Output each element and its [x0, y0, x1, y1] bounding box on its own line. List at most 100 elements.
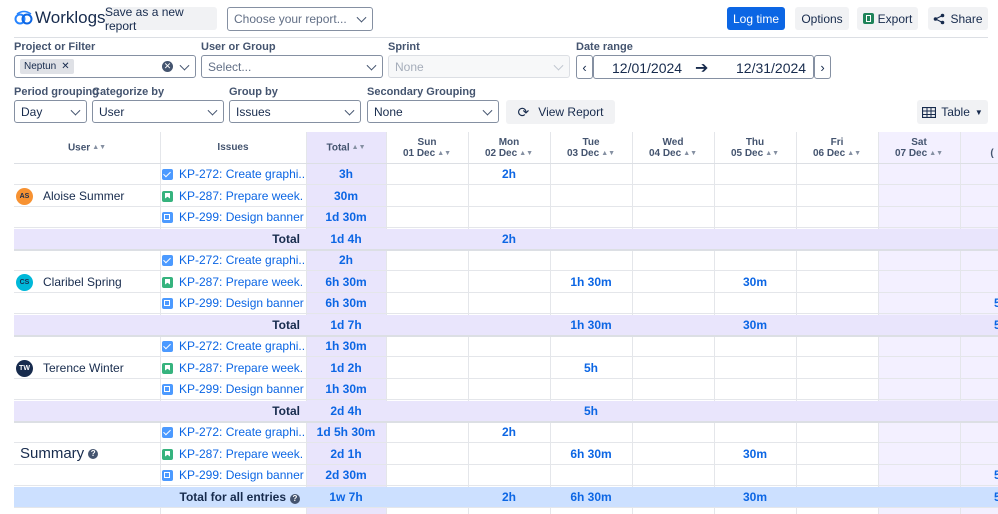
user-group-placeholder: Select... [208, 59, 252, 74]
issue-kp-272-link[interactable]: KP-272: Create graphi... [160, 336, 304, 357]
day-value [878, 444, 960, 465]
user-cell[interactable]: AS Aloise Summer [14, 164, 160, 229]
issue-kp-287-link[interactable]: KP-287: Prepare week... [160, 186, 304, 207]
day-value[interactable]: 2h [501, 231, 516, 246]
day-value [878, 164, 960, 185]
summary-title: Summary? [20, 445, 99, 462]
day-of-week: Thu [745, 137, 765, 148]
user-name: Claribel Spring [43, 275, 122, 290]
issue-label: KP-299: Design banners [179, 296, 304, 310]
day-value[interactable]: 2h [501, 167, 516, 181]
chevron-down-icon [366, 60, 377, 71]
day-value[interactable]: 2h [501, 489, 516, 504]
total-label-text: Total for all entries [179, 489, 286, 504]
day-value[interactable]: 1h 30m [570, 274, 612, 289]
day-column-header[interactable]: Sun 01 Dec ▲▼ [386, 132, 468, 164]
export-button[interactable]: Export [857, 7, 918, 30]
project-filter-select[interactable]: Neptun ✕ ✕ [14, 55, 196, 78]
day-column-header[interactable]: Thu 05 Dec ▲▼ [714, 132, 796, 164]
issue-kp-272-link[interactable]: KP-272: Create graphi... [160, 164, 304, 185]
day-value [714, 336, 796, 357]
day-value[interactable]: 2h [501, 425, 516, 439]
day-date-row: 01 Dec ▲▼ [386, 148, 468, 159]
date-start: 12/01/2024 [612, 60, 683, 76]
day-value [796, 293, 878, 314]
clipped-day-value: 5 [994, 317, 998, 332]
chevron-right-icon: › [820, 59, 825, 75]
categorize-by-select[interactable]: User [92, 100, 224, 123]
task-icon [162, 169, 173, 180]
table-row: KP-272: Create graphi... 1h 30m [14, 336, 998, 357]
issue-kp-299-link[interactable]: KP-299: Design banners [160, 207, 304, 228]
view-report-button[interactable]: ⟳ View Report [506, 100, 615, 124]
user-name: Aloise Summer [43, 189, 125, 204]
row-total-value: 1d 5h 30m [316, 425, 376, 439]
issue-kp-272-link[interactable]: KP-272: Create graphi... [160, 422, 304, 443]
day-date: 03 Dec [566, 148, 600, 160]
app-logo[interactable]: Worklogs [14, 8, 106, 28]
sprint-select: None [388, 55, 570, 78]
row-total-value: 30m [333, 188, 359, 203]
day-value[interactable]: 30m [742, 489, 768, 504]
row-total-value: 2d 30m [325, 468, 367, 482]
issue-kp-299-link[interactable]: KP-299: Design banners [160, 465, 304, 486]
day-column-header[interactable]: Mon 02 Dec ▲▼ [468, 132, 550, 164]
user-group-select[interactable]: Select... [201, 55, 383, 78]
day-value[interactable]: 6h 30m [570, 446, 612, 461]
day-column-header[interactable]: Wed 04 Dec ▲▼ [632, 132, 714, 164]
day-of-week: Tue [582, 137, 600, 148]
help-icon[interactable]: ? [88, 448, 99, 459]
row-total-value: 2d 4h [330, 403, 362, 418]
day-value[interactable]: 30m [742, 446, 768, 461]
user-cell[interactable]: TW Terence Winter [14, 336, 160, 401]
day-column-header[interactable]: Tue 03 Dec ▲▼ [550, 132, 632, 164]
row-total-value: 1h 30m [325, 382, 367, 396]
day-value[interactable]: 30m [742, 317, 768, 332]
day-value[interactable]: 30m [742, 274, 768, 289]
share-button[interactable]: Share [928, 7, 988, 30]
total-header-label: Total [326, 142, 350, 154]
secondary-grouping-select[interactable]: None [367, 100, 499, 123]
next-period-button[interactable]: › [814, 55, 831, 79]
day-value[interactable]: 1h 30m [570, 317, 612, 332]
issue-kp-287-link[interactable]: KP-287: Prepare week... [160, 272, 304, 293]
issue-kp-299-link[interactable]: KP-299: Design banners [160, 293, 304, 314]
clipped-day-value: 5 [994, 468, 998, 482]
day-value [468, 401, 550, 422]
task-icon [162, 427, 173, 438]
table-row: KP-272: Create graphi... 1d 5h 30m 2h [14, 422, 998, 443]
date-range-input[interactable]: 12/01/2024 ➔ 12/31/2024 [593, 55, 814, 79]
previous-period-button[interactable]: ‹ [576, 55, 593, 79]
total-column-header[interactable]: Total ▲▼ [306, 132, 386, 164]
remove-chip-icon[interactable]: ✕ [61, 61, 70, 72]
clear-icon[interactable]: ✕ [162, 61, 173, 72]
options-button[interactable]: Options [795, 7, 849, 30]
issue-kp-287-link[interactable]: KP-287: Prepare week... [160, 358, 304, 379]
issue-kp-272-link[interactable]: KP-272: Create graphi... [160, 250, 304, 271]
day-value[interactable]: 6h 30m [570, 489, 612, 504]
day-value[interactable]: 5h [583, 403, 598, 418]
table-view-button[interactable]: Table ▼ [917, 100, 988, 124]
day-value [878, 422, 960, 443]
user-group-label: User or Group [201, 41, 276, 53]
sort-icon: ▲▼ [929, 150, 944, 157]
issue-kp-287-link[interactable]: KP-287: Prepare week... [160, 444, 304, 465]
day-value[interactable]: 5h [583, 360, 598, 375]
group-by-select[interactable]: Issues [229, 100, 361, 123]
issue-kp-299-link[interactable]: KP-299: Design banners [160, 379, 304, 400]
day-value [386, 336, 468, 357]
user-header-label: User [67, 142, 91, 154]
save-report-button[interactable]: Save as a new report [105, 5, 217, 33]
day-column-header[interactable]: Fri 06 Dec ▲▼ [796, 132, 878, 164]
user-column-header[interactable]: User ▲▼ [14, 132, 160, 164]
day-column-header[interactable]: Sat 07 Dec ▲▼ [878, 132, 960, 164]
export-label: Export [877, 11, 913, 26]
log-time-button[interactable]: Log time [727, 7, 785, 30]
user-cell[interactable]: CS Claribel Spring [14, 250, 160, 315]
period-grouping-select[interactable]: Day [14, 100, 87, 123]
day-value [468, 315, 550, 336]
day-value [796, 186, 878, 207]
choose-report-select[interactable]: Choose your report... [227, 7, 373, 31]
row-total-value: 1d 7h [330, 317, 362, 332]
help-icon[interactable]: ? [290, 493, 300, 504]
